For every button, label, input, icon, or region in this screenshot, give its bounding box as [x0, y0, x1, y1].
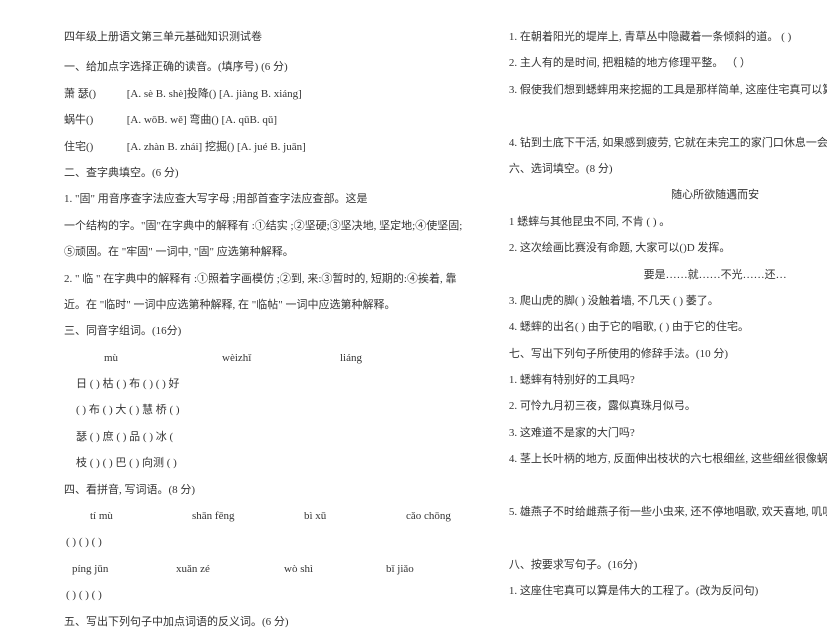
p6e: 3. 爬山虎的脚( ) 没触着墙, 不几天 ( ) 萎了。	[509, 288, 827, 314]
q3r: 3. 假使我们想到蟋蟀用来挖掘的工具是那样简单, 这座住宅真可以算是伟大的工程了…	[509, 77, 827, 103]
row4a: tí mù shān fēng bì xū cǎo chōng	[64, 503, 479, 529]
q1-label-a: 萧 瑟()	[64, 81, 124, 107]
p4a: ( ) ( ) ( )	[64, 529, 479, 555]
q1-line3: 住宅() [A. zhàn B. zhái] 挖掘() [A. jué B. j…	[64, 134, 479, 160]
p3b: ( ) 布 ( ) 大 ( ) 慧 桥 ( )	[64, 397, 479, 423]
p6a: 随心所欲随遇而安	[509, 182, 827, 208]
p7a-text: 1. 蟋蟀有特别好的工具吗?	[509, 374, 635, 386]
p2c: ⑤顽固。在 "牢固" 一词中, "固" 应选第种解释。	[64, 239, 479, 265]
r4a-0: tí mù	[90, 503, 164, 529]
r4a-3: cǎo chōng	[406, 503, 451, 529]
q3rb: ( )	[509, 103, 827, 129]
q1-options-b: [A. wōB. wě] 弯曲() [A. qūB. qǔ]	[127, 114, 277, 126]
r4b-0: píng jūn	[72, 556, 148, 582]
q1r: 1. 在朝着阳光的堤岸上, 青草丛中隐藏着一条倾斜的道。 ( )	[509, 24, 827, 50]
q1-line1: 萧 瑟() [A. sè B. shè]投降() [A. jiàng B. xi…	[64, 81, 479, 107]
q1-label-b: 蜗牛()	[64, 107, 124, 133]
q2r: 2. 主人有的是时间, 把粗糙的地方修理平整。 （ ）	[509, 50, 827, 76]
section-5-heading: 五、写出下列句子中加点词语的反义词。(6 分)	[64, 609, 479, 635]
right-column: 1. 在朝着阳光的堤岸上, 青草丛中隐藏着一条倾斜的道。 ( ) 2. 主人有的…	[509, 24, 827, 560]
row3a: mù wèizhǐ liáng	[64, 345, 479, 371]
p6f: 4. 蟋蟀的出名( ) 由于它的唱歌, ( ) 由于它的住宅。	[509, 314, 827, 340]
p2d: 2. " 临 " 在字典中的解释有 :①照着字画模仿 ;②到, 来:③暂时的, …	[64, 266, 479, 292]
p7e2: ( )	[509, 525, 827, 551]
p6d: 要是……就……不光……还…	[509, 262, 827, 288]
p6c: 2. 这次绘画比赛没有命题, 大家可以()D 发挥。	[509, 235, 827, 261]
section-7-heading: 七、写出下列句子所使用的修辞手法。(10 分)	[509, 341, 827, 367]
q1-label-c: 住宅()	[64, 134, 124, 160]
p2e: 近。在 "临时" 一词中应选第种解释, 在 "临帖" 一词中应选第种解释。	[64, 292, 479, 318]
p7b: 2. 可怜九月初三夜，露似真珠月似弓。 ( )	[509, 393, 827, 419]
section-6-heading: 六、选词填空。(8 分)	[509, 156, 827, 182]
p7c-text: 3. 这难道不是家的大门吗?	[509, 427, 635, 439]
p7a: 1. 蟋蟀有特别好的工具吗? ( )	[509, 367, 827, 393]
r3a-2: liáng	[340, 345, 362, 371]
r4b-2: wò shì	[284, 556, 358, 582]
r4b-3: bǐ jiǎo	[386, 556, 414, 582]
section-3-heading: 三、同音字组词。(16分)	[64, 318, 479, 344]
p7b-text: 2. 可怜九月初三夜，露似真珠月似弓。	[509, 400, 696, 412]
r4a-2: bì xū	[304, 503, 378, 529]
q4r: 4. 钻到土底下干活, 如果感到疲劳, 它就在未完工的家门口休息一会儿。 ( )	[509, 130, 827, 156]
left-column: 四年级上册语文第三单元基础知识测试卷 一、给加点字选择正确的读音。(填序号) (…	[64, 24, 479, 560]
p6b: 1 蟋蟀与其他昆虫不同, 不肯 ( ) 。	[509, 209, 827, 235]
section-2-heading: 二、查字典填空。(6 分)	[64, 160, 479, 186]
r3a-1: wèizhǐ	[222, 345, 312, 371]
q1-line2: 蜗牛() [A. wōB. wě] 弯曲() [A. qūB. qǔ]	[64, 107, 479, 133]
section-1-heading: 一、给加点字选择正确的读音。(填序号) (6 分)	[64, 54, 479, 80]
q1-options-a: [A. sè B. shè]投降() [A. jiàng B. xiáng]	[127, 88, 302, 100]
p7d: 4. 茎上长叶柄的地方, 反面伸出枝状的六七根细丝, 这些细丝很像蜗牛的触角。	[509, 446, 827, 472]
p2b: 一个结构的字。"固"在字典中的解释有 :①结实 ;②坚硬;③坚决地, 坚定地;④…	[64, 213, 479, 239]
r4a-1: shān fēng	[192, 503, 276, 529]
p7d2: ( )	[509, 473, 827, 499]
section-8-heading: 八、按要求写句子。(16分)	[509, 552, 827, 578]
document-title: 四年级上册语文第三单元基础知识测试卷	[64, 24, 479, 50]
r4b-1: xuǎn zé	[176, 556, 256, 582]
p3d: 枝 ( ) ( ) 巴 ( ) 向测 ( )	[64, 450, 479, 476]
q1-options-c: [A. zhàn B. zhái] 挖掘() [A. jué B. juān]	[127, 141, 306, 153]
p2a: 1. "固" 用音序查字法应查大写字母 ;用部首查字法应查部。这是	[64, 186, 479, 212]
p7e: 5. 雄燕子不时给雌燕子衔一些小虫来, 还不停地唱歌, 欢天喜地, 叽叽喳喳地说…	[509, 499, 827, 525]
p7c: 3. 这难道不是家的大门吗? ( )	[509, 420, 827, 446]
p3c: 瑟 ( ) 庶 ( ) 品 ( ) 冰 (	[64, 424, 479, 450]
row4b: píng jūn xuǎn zé wò shì bǐ jiǎo	[64, 556, 479, 582]
p3a: 日 ( ) 枯 ( ) 布 ( ) ( ) 好	[64, 371, 479, 397]
section-4-heading: 四、看拼音, 写词语。(8 分)	[64, 477, 479, 503]
p4b: ( ) ( ) ( )	[64, 582, 479, 608]
p8a: 1. 这座住宅真可以算是伟大的工程了。(改为反问句)	[509, 578, 827, 604]
r3a-0: mù	[104, 345, 194, 371]
